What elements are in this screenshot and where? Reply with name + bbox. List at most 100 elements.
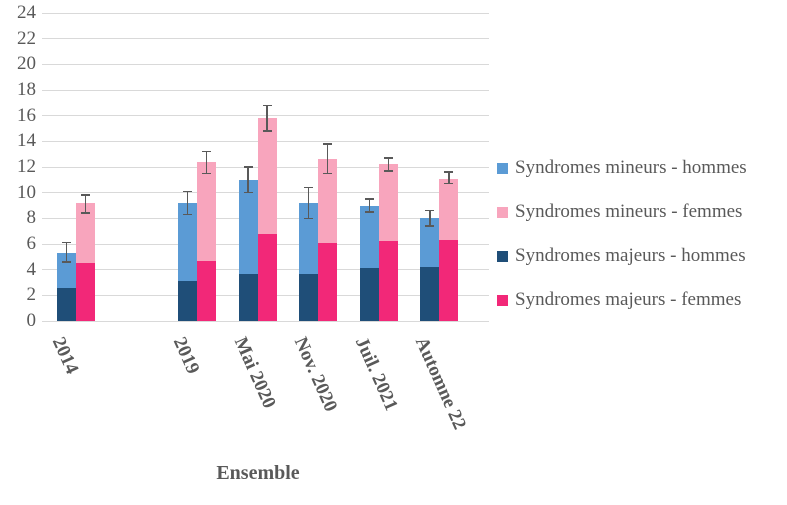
y-axis-tick-label: 24 bbox=[17, 2, 36, 23]
bar-segment-femmes-mineurs bbox=[439, 178, 459, 241]
y-axis-tick-label: 10 bbox=[17, 181, 36, 203]
bar-segment-femmes-majeurs bbox=[439, 240, 459, 321]
legend-entry: Syndromes majeurs - femmes bbox=[497, 288, 747, 312]
y-axis-tick-label: 18 bbox=[17, 79, 36, 100]
legend-swatch-icon bbox=[497, 250, 508, 262]
error-bar-femmes bbox=[326, 143, 329, 174]
bar-segment-femmes-majeurs bbox=[378, 241, 398, 321]
error-bar-cap-bottom bbox=[444, 182, 454, 185]
error-bar-cap-bottom bbox=[323, 172, 333, 175]
bar-segment-femmes-majeurs bbox=[197, 260, 216, 321]
gridline bbox=[42, 320, 489, 322]
bar-segment-hommes-mineurs bbox=[299, 202, 319, 274]
bar-segment-hommes-mineurs bbox=[359, 205, 379, 269]
error-bar-cap-bottom bbox=[80, 212, 90, 214]
legend-label: Syndromes mineurs - hommes bbox=[515, 157, 747, 178]
error-bar-hommes bbox=[307, 187, 310, 219]
error-bar-hommes bbox=[65, 242, 68, 262]
error-bar-cap-top bbox=[80, 194, 90, 196]
error-bar-cap-bottom bbox=[364, 211, 374, 213]
bar-segment-hommes-majeurs bbox=[359, 268, 379, 321]
bar-segment-hommes-mineurs bbox=[238, 179, 258, 274]
legend-swatch-icon bbox=[497, 162, 508, 174]
legend-label: Syndromes majeurs - hommes bbox=[515, 245, 746, 266]
gridline bbox=[42, 38, 489, 40]
error-bar-cap-top bbox=[425, 209, 435, 212]
bar-segment-femmes-mineurs bbox=[197, 161, 216, 261]
legend-label: Syndromes mineurs - femmes bbox=[515, 201, 743, 222]
error-bar-cap-top bbox=[243, 166, 253, 168]
x-axis-label: Automne 22 bbox=[411, 334, 471, 433]
y-axis-tick-label: 6 bbox=[26, 233, 37, 254]
error-bar-femmes bbox=[266, 105, 268, 132]
bar-segment-femmes-majeurs bbox=[257, 233, 277, 321]
error-bar-hommes bbox=[368, 199, 371, 212]
x-axis-label: Mai 2020 bbox=[229, 334, 280, 412]
bar-segment-femmes-mineurs bbox=[378, 164, 398, 242]
error-bar-cap-top bbox=[183, 190, 192, 193]
x-axis-title: Ensemble bbox=[216, 462, 300, 484]
bar-segment-femmes-mineurs bbox=[75, 202, 95, 264]
x-axis-label: 2014 bbox=[47, 334, 83, 378]
bar-segment-femmes-mineurs bbox=[318, 159, 338, 243]
error-bar-cap-top bbox=[323, 143, 333, 145]
y-axis-tick-label: 16 bbox=[17, 104, 36, 126]
x-axis-label: 2019 bbox=[168, 334, 204, 378]
error-bar-hommes bbox=[247, 167, 249, 193]
y-axis-tick-label: 22 bbox=[17, 27, 36, 49]
bar-segment-hommes-majeurs bbox=[420, 267, 440, 321]
y-axis-tick-label: 12 bbox=[17, 156, 36, 177]
error-bar-cap-bottom bbox=[304, 217, 314, 220]
y-axis-tick-label: 2 bbox=[26, 284, 37, 306]
error-bar-cap-top bbox=[61, 241, 71, 244]
error-bar-cap-bottom bbox=[183, 213, 192, 216]
y-axis-tick-label: 20 bbox=[17, 53, 36, 75]
error-bar-cap-bottom bbox=[262, 130, 272, 132]
error-bar-cap-bottom bbox=[425, 225, 435, 227]
bar-segment-hommes-mineurs bbox=[420, 218, 440, 268]
bar-segment-hommes-mineurs bbox=[178, 202, 197, 282]
error-bar-hommes bbox=[429, 210, 431, 227]
error-bar-femmes bbox=[84, 195, 87, 214]
y-axis-tick-label: 0 bbox=[26, 310, 37, 331]
error-bar-cap-top bbox=[304, 186, 314, 189]
bar-segment-hommes-mineurs bbox=[56, 252, 76, 288]
error-bar-cap-bottom bbox=[383, 170, 393, 172]
bar-segment-hommes-majeurs bbox=[299, 273, 319, 321]
gridline bbox=[42, 115, 489, 117]
legend-swatch-icon bbox=[497, 206, 508, 218]
gridline bbox=[42, 12, 489, 14]
gridline bbox=[42, 89, 489, 91]
gridline bbox=[42, 63, 489, 65]
legend-entry: Syndromes majeurs - hommes bbox=[497, 244, 747, 268]
x-axis-label: Juil. 2021 bbox=[350, 334, 402, 414]
error-bar-femmes bbox=[448, 172, 450, 184]
error-bar-cap-bottom bbox=[243, 191, 253, 194]
error-bar-hommes bbox=[186, 191, 189, 215]
error-bar-femmes bbox=[205, 151, 208, 174]
error-bar-cap-top bbox=[444, 171, 454, 173]
legend-swatch-icon bbox=[497, 294, 508, 306]
bar-segment-hommes-majeurs bbox=[178, 281, 197, 321]
y-axis-tick-label: 14 bbox=[17, 130, 36, 152]
y-axis-tick-label: 8 bbox=[26, 207, 37, 229]
legend-entry: Syndromes mineurs - femmes bbox=[497, 200, 747, 224]
bar-segment-hommes-majeurs bbox=[238, 273, 258, 321]
error-bar-cap-top bbox=[383, 157, 393, 159]
error-bar-cap-bottom bbox=[202, 172, 211, 175]
error-bar-cap-bottom bbox=[61, 261, 71, 263]
y-axis-tick-label: 4 bbox=[26, 258, 37, 280]
bar-segment-hommes-majeurs bbox=[56, 287, 76, 321]
error-bar-cap-top bbox=[364, 198, 374, 200]
legend-label: Syndromes majeurs - femmes bbox=[515, 289, 742, 310]
bar-segment-femmes-majeurs bbox=[318, 242, 338, 321]
error-bar-femmes bbox=[387, 158, 390, 171]
x-axis-label: Nov. 2020 bbox=[290, 334, 342, 415]
legend-entry: Syndromes mineurs - hommes bbox=[497, 156, 747, 180]
legend: Syndromes mineurs - hommes Syndromes mine… bbox=[497, 156, 747, 332]
error-bar-cap-top bbox=[202, 150, 211, 153]
bar-segment-femmes-mineurs bbox=[257, 118, 277, 234]
bar-segment-femmes-majeurs bbox=[75, 263, 95, 321]
error-bar-cap-top bbox=[262, 104, 272, 107]
